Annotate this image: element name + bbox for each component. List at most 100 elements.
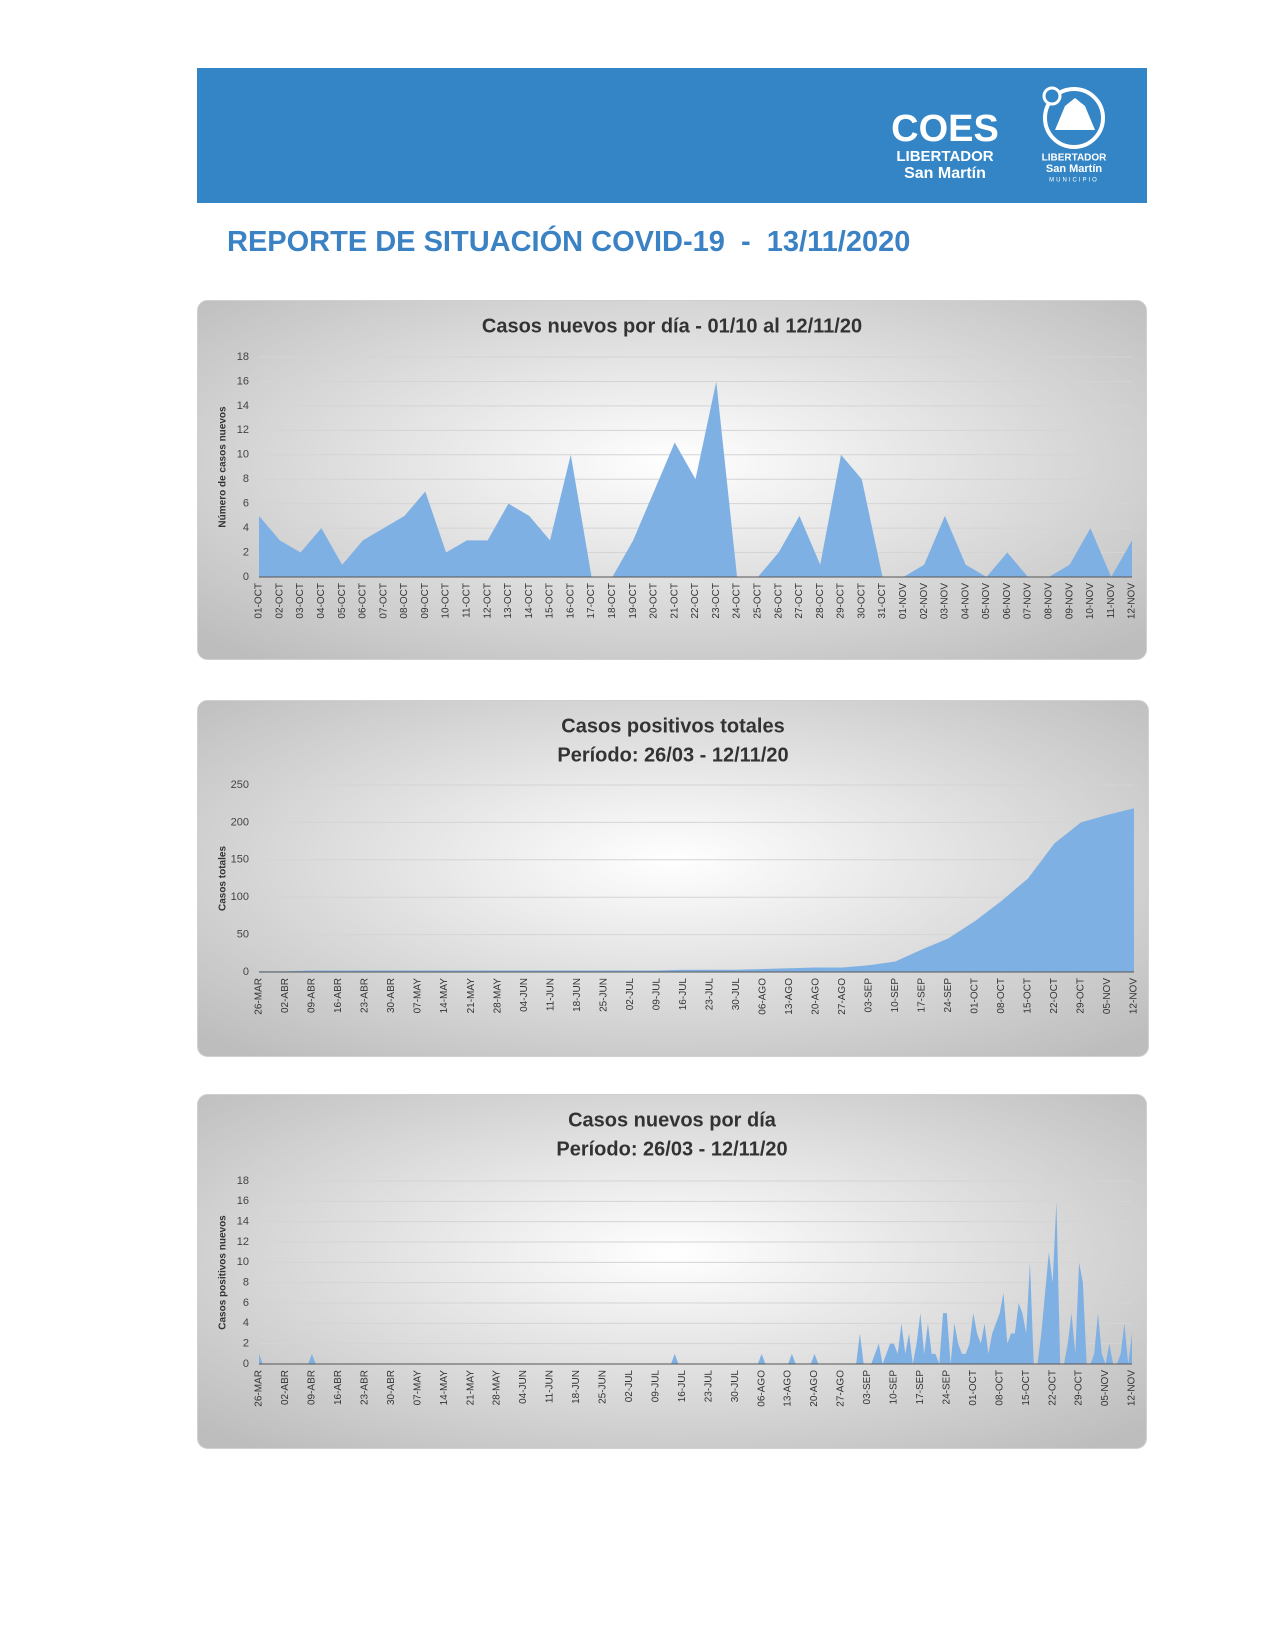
x-tick-label: 07-MAY bbox=[412, 1370, 423, 1406]
x-tick-label: 29-OCT bbox=[1074, 1370, 1085, 1406]
chart-title: Casos nuevos por día - 01/10 al 12/11/20 bbox=[482, 315, 862, 337]
x-tick-label: 23-JUL bbox=[703, 1370, 714, 1403]
x-tick-label: 18-JUN bbox=[571, 1370, 582, 1404]
x-tick-label: 22-OCT bbox=[690, 583, 701, 619]
x-tick-label: 22-OCT bbox=[1049, 978, 1060, 1014]
x-tick-label: 14-MAY bbox=[439, 978, 450, 1014]
x-tick-label: 26-MAR bbox=[254, 1370, 265, 1407]
x-tick-label: 09-OCT bbox=[420, 583, 431, 619]
y-tick-label: 8 bbox=[243, 1277, 249, 1289]
x-tick-label: 30-JUL bbox=[731, 978, 742, 1011]
x-tick-label: 19-OCT bbox=[628, 583, 639, 619]
x-tick-label: 16-JUL bbox=[678, 978, 689, 1011]
y-tick-label: 0 bbox=[243, 1358, 249, 1370]
y-tick-label: 2 bbox=[243, 1338, 249, 1350]
x-tick-label: 20-OCT bbox=[649, 583, 660, 619]
x-tick-label: 28-MAY bbox=[492, 1370, 503, 1406]
y-tick-label: 14 bbox=[237, 1216, 249, 1228]
x-tick-label: 17-SEP bbox=[915, 1370, 926, 1405]
x-tick-label: 04-OCT bbox=[316, 583, 327, 619]
area bbox=[259, 381, 1132, 577]
x-tick-label: 18-OCT bbox=[607, 583, 618, 619]
x-tick-label: 03-OCT bbox=[295, 583, 306, 619]
x-tick-label: 04-JUN bbox=[518, 1370, 529, 1404]
y-tick-label: 250 bbox=[231, 779, 249, 791]
x-tick-label: 05-NOV bbox=[981, 583, 992, 619]
y-tick-label: 100 bbox=[231, 891, 249, 903]
x-tick-label: 13-AGO bbox=[784, 978, 795, 1015]
x-tick-label: 28-MAY bbox=[492, 978, 503, 1014]
x-tick-label: 08-OCT bbox=[399, 583, 410, 619]
y-tick-label: 12 bbox=[237, 424, 249, 436]
x-tick-label: 29-OCT bbox=[1076, 978, 1087, 1014]
x-tick-label: 09-NOV bbox=[1064, 583, 1075, 619]
x-tick-label: 07-MAY bbox=[413, 978, 424, 1014]
x-tick-label: 06-OCT bbox=[358, 583, 369, 619]
y-tick-label: 16 bbox=[237, 375, 249, 387]
area bbox=[259, 808, 1134, 972]
x-tick-label: 07-OCT bbox=[378, 583, 389, 619]
x-tick-label: 01-NOV bbox=[898, 583, 909, 619]
x-tick-label: 27-OCT bbox=[794, 583, 805, 619]
x-tick-label: 02-ABR bbox=[280, 978, 291, 1013]
muni-line: MUNICIPIO bbox=[1049, 178, 1099, 184]
x-tick-label: 12-OCT bbox=[482, 583, 493, 619]
x-tick-label: 24-SEP bbox=[941, 1370, 952, 1405]
x-tick-label: 28-OCT bbox=[815, 583, 826, 619]
y-tick-label: 2 bbox=[243, 546, 249, 558]
x-tick-label: 23-OCT bbox=[711, 583, 722, 619]
muni-line: LIBERTADOR bbox=[1042, 153, 1108, 164]
x-tick-label: 02-JUL bbox=[625, 978, 636, 1011]
banner-bg bbox=[197, 68, 1147, 203]
x-tick-label: 09-JUL bbox=[651, 978, 662, 1011]
y-tick-label: 50 bbox=[237, 929, 249, 941]
x-tick-label: 10-NOV bbox=[1085, 583, 1096, 619]
y-axis-label: Número de casos nuevos bbox=[218, 406, 229, 528]
x-tick-label: 21-OCT bbox=[669, 583, 680, 619]
chart-title: Casos nuevos por día bbox=[568, 1109, 777, 1131]
chart: Casos nuevos por día Período: 26/03 - 12/… bbox=[197, 1094, 1147, 1449]
logo-title: COES bbox=[891, 108, 999, 150]
x-tick-label: 30-JUL bbox=[730, 1370, 741, 1403]
y-tick-label: 16 bbox=[237, 1195, 249, 1207]
x-tick-label: 01-OCT bbox=[254, 583, 265, 619]
y-tick-label: 8 bbox=[243, 473, 249, 485]
x-tick-label: 11-JUN bbox=[545, 978, 556, 1011]
report-title: REPORTE DE SITUACIÓN COVID-19 - 13/11/20… bbox=[227, 226, 911, 258]
x-tick-label: 23-JUL bbox=[704, 978, 715, 1011]
x-tick-label: 03-SEP bbox=[863, 978, 874, 1013]
y-tick-label: 0 bbox=[243, 571, 249, 583]
x-tick-label: 04-NOV bbox=[960, 583, 971, 619]
header-banner: COES LIBERTADOR San Martín LIBERTADOR Sa… bbox=[197, 68, 1147, 203]
x-tick-label: 05-NOV bbox=[1100, 1370, 1111, 1406]
x-tick-label: 25-OCT bbox=[752, 583, 763, 619]
x-tick-label: 12-NOV bbox=[1127, 583, 1138, 619]
x-tick-label: 09-JUL bbox=[650, 1370, 661, 1403]
y-tick-label: 0 bbox=[243, 966, 249, 978]
logo-line: LIBERTADOR bbox=[896, 148, 993, 165]
x-tick-label: 30-ABR bbox=[386, 1370, 397, 1405]
y-tick-label: 18 bbox=[237, 1175, 249, 1187]
y-tick-label: 6 bbox=[243, 498, 249, 510]
x-tick-label: 04-JUN bbox=[519, 978, 530, 1012]
x-tick-label: 27-AGO bbox=[836, 1370, 847, 1407]
x-tick-label: 16-ABR bbox=[333, 978, 344, 1013]
x-tick-label: 25-JUN bbox=[598, 978, 609, 1012]
x-tick-label: 24-OCT bbox=[732, 583, 743, 619]
x-tick-label: 11-NOV bbox=[1106, 583, 1117, 619]
x-tick-label: 17-OCT bbox=[586, 583, 597, 619]
x-tick-label: 02-NOV bbox=[919, 583, 930, 619]
chart: Casos positivos totales Período: 26/03 - … bbox=[197, 700, 1149, 1057]
x-tick-label: 16-OCT bbox=[565, 583, 576, 619]
x-tick-label: 10-SEP bbox=[889, 1370, 900, 1405]
x-tick-label: 13-AGO bbox=[783, 1370, 794, 1407]
logo-line: San Martín bbox=[904, 165, 986, 182]
x-tick-label: 15-OCT bbox=[1021, 1370, 1032, 1406]
x-tick-label: 11-OCT bbox=[461, 583, 472, 618]
chart-title: Casos positivos totales bbox=[561, 715, 784, 737]
x-tick-label: 29-OCT bbox=[836, 583, 847, 619]
x-tick-label: 08-NOV bbox=[1043, 583, 1054, 619]
x-tick-label: 30-OCT bbox=[856, 583, 867, 619]
x-tick-label: 01-OCT bbox=[970, 978, 981, 1014]
